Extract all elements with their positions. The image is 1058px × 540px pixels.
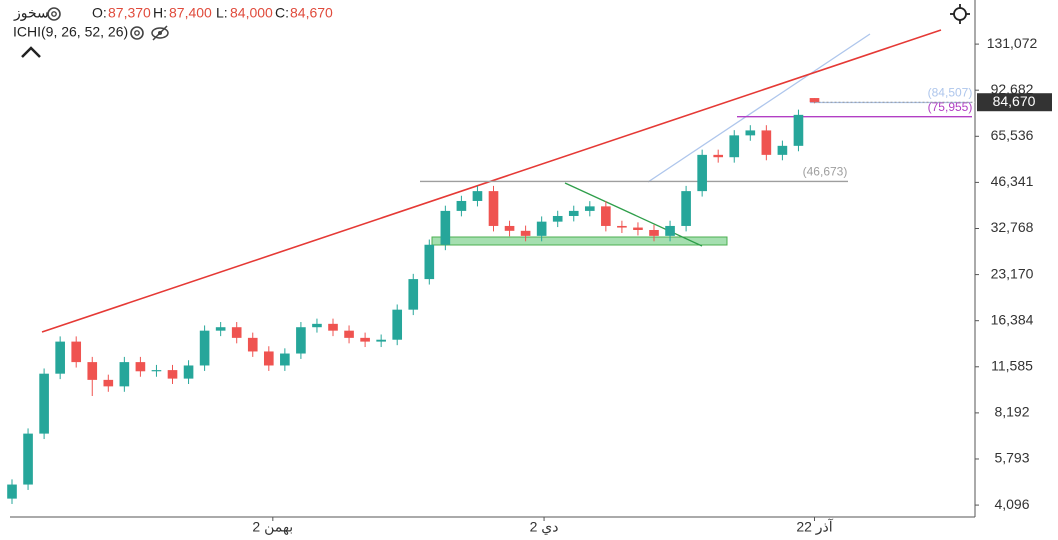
trend-line bbox=[564, 182, 703, 247]
ohlc-value: 87,370 bbox=[108, 5, 151, 21]
candle-body bbox=[360, 337, 370, 342]
candle-body bbox=[247, 337, 258, 352]
candle-body bbox=[183, 365, 194, 379]
candle-body bbox=[119, 362, 130, 387]
trend-line bbox=[647, 33, 871, 183]
y-tick-label: 4,096 bbox=[994, 496, 1029, 512]
candle-body bbox=[649, 229, 659, 236]
ohlc-value: 87,400 bbox=[169, 5, 212, 21]
candle-body bbox=[601, 206, 611, 226]
x-tick-label: 2 بهمن bbox=[252, 519, 293, 536]
ohlc-label: C: bbox=[275, 5, 289, 21]
candle-body bbox=[633, 227, 643, 230]
hide-icon[interactable] bbox=[151, 25, 169, 41]
candle-body bbox=[199, 330, 210, 366]
indicator-settings-icon[interactable] bbox=[130, 26, 144, 40]
ohlc-value: 84,670 bbox=[290, 5, 333, 21]
y-tick-label: 5,793 bbox=[994, 450, 1029, 466]
candle-body bbox=[39, 373, 49, 434]
candle-body bbox=[584, 206, 595, 211]
candle-body bbox=[536, 221, 547, 236]
y-tick-label: 92,682 bbox=[991, 81, 1034, 97]
support-zone bbox=[431, 236, 728, 246]
candle-body bbox=[7, 484, 17, 499]
level-label: (75,955) bbox=[928, 100, 973, 114]
candle-body bbox=[793, 114, 804, 146]
candle-body bbox=[408, 279, 419, 310]
candle-body bbox=[472, 191, 483, 201]
last-price-box bbox=[977, 93, 1052, 112]
candle-body bbox=[344, 330, 354, 338]
candle-body bbox=[745, 130, 756, 136]
candle-body bbox=[167, 370, 178, 379]
candle-body bbox=[665, 225, 675, 236]
candle-body bbox=[504, 225, 515, 231]
candle-body bbox=[231, 327, 242, 338]
candle-body bbox=[392, 309, 403, 340]
candle-body bbox=[568, 210, 579, 216]
y-tick-label: 23,170 bbox=[991, 265, 1034, 281]
crosshair-icon[interactable] bbox=[950, 4, 970, 24]
ohlc-label: H: bbox=[153, 5, 167, 21]
symbol: سخوز bbox=[13, 5, 49, 22]
plot-area: 4,096 5,793 8,192 11,585 16,384 23,170 32,768 4… bbox=[7, 35, 1052, 536]
candle-body bbox=[296, 327, 306, 354]
indicator-label: ICHI(9, 26, 52, 26) bbox=[13, 24, 128, 40]
x-tick-label: 2 دي bbox=[530, 519, 559, 535]
y-tick-label: 65,536 bbox=[991, 127, 1034, 143]
candle-body bbox=[424, 244, 435, 280]
candle-body bbox=[697, 154, 707, 192]
candle-body bbox=[23, 433, 33, 485]
candle-body bbox=[376, 339, 386, 342]
y-tick-label: 16,384 bbox=[991, 311, 1034, 327]
candle-body bbox=[456, 200, 467, 211]
candle-body bbox=[87, 362, 98, 380]
candle-body bbox=[761, 130, 772, 155]
level-label: (46,673) bbox=[803, 165, 848, 179]
ohlc-label: L: bbox=[216, 5, 228, 21]
y-tick-label: 8,192 bbox=[994, 404, 1029, 420]
candle-body bbox=[263, 351, 274, 366]
ohlc-label: O: bbox=[92, 5, 107, 21]
candle-body bbox=[71, 341, 82, 363]
ohlc-value: 84,000 bbox=[230, 5, 273, 21]
x-tick-label: 22 آذر bbox=[796, 518, 833, 536]
settings-icon[interactable] bbox=[47, 7, 61, 21]
candle-body bbox=[280, 353, 290, 366]
candle-body bbox=[103, 379, 114, 387]
candle-body bbox=[151, 370, 162, 372]
candle-body bbox=[520, 230, 531, 236]
candle-body bbox=[713, 154, 724, 158]
candle-body bbox=[55, 341, 65, 374]
candle-body bbox=[552, 215, 563, 222]
candle-body bbox=[777, 145, 788, 155]
y-tick-label: 11,585 bbox=[991, 357, 1033, 373]
candle-body bbox=[681, 191, 691, 226]
candle-body bbox=[312, 323, 322, 328]
candle-body bbox=[215, 327, 226, 331]
candle-body bbox=[135, 362, 146, 372]
y-tick-label: 32,768 bbox=[991, 219, 1034, 235]
y-tick-label: 46,341 bbox=[991, 173, 1034, 189]
candle-body bbox=[440, 210, 451, 245]
candle-body bbox=[809, 98, 820, 103]
last-price-label: 84,670 bbox=[993, 93, 1036, 109]
collapse-icon[interactable] bbox=[21, 46, 41, 58]
level-label: (84,507) bbox=[928, 86, 973, 100]
candle-body bbox=[729, 135, 740, 158]
y-tick-label: 131,072 bbox=[987, 35, 1038, 51]
candle-body bbox=[328, 323, 338, 331]
candle-body bbox=[617, 225, 627, 228]
candle-body bbox=[488, 191, 499, 226]
